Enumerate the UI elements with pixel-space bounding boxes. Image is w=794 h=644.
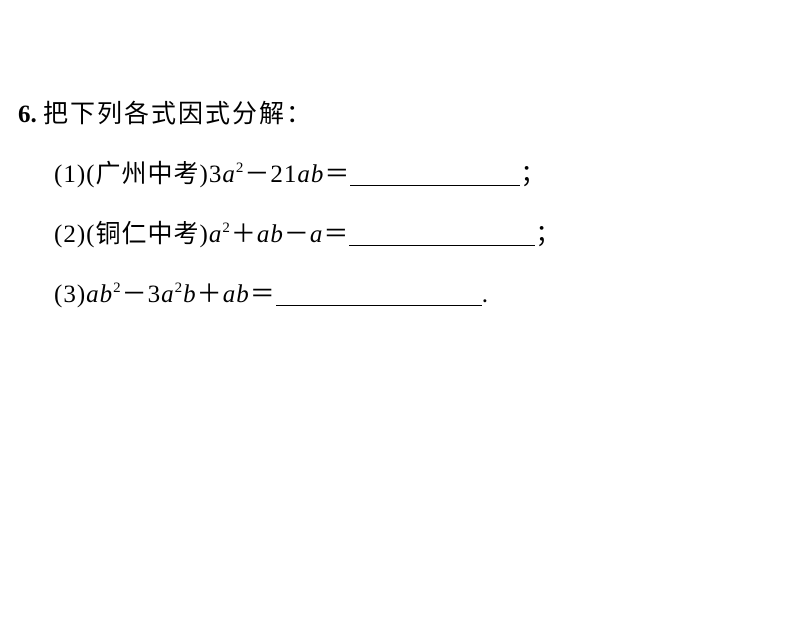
sub1-exp1: 2 [236,160,245,176]
sub3-equals: ＝ [250,281,276,308]
sub-question-3: (3)ab2－3a2b＋ab＝. [18,265,776,325]
sub3-prefix: (3) [54,281,86,308]
sub1-minus: － [244,161,270,188]
sub1-prefix: (1)( [54,161,95,188]
sub2-plus: ＋ [231,221,257,248]
sub1-source-suffix: ) [200,161,209,188]
sub1-source: 广州中考 [95,161,199,188]
question-header: 6. 把下列各式因式分解： [18,85,776,145]
sub2-minus: － [284,221,310,248]
sub3-coef2: 3 [148,281,162,308]
sub-question-2: (2)(铜仁中考)a2＋ab－a＝； [18,205,776,265]
sub1-coef2: 21 [270,161,297,188]
sub2-end: ； [535,221,561,248]
sub2-var3: a [310,221,324,248]
sub1-end: ； [520,161,546,188]
math-problem: 6. 把下列各式因式分解： (1)(广州中考)3a2－21ab＝； (2)(铜仁… [18,85,776,325]
sub-question-1: (1)(广州中考)3a2－21ab＝ ； [18,145,776,205]
sub2-equals: ＝ [323,221,349,248]
sub2-exp1: 2 [222,220,231,236]
sub3-plus: ＋ [197,281,223,308]
sub1-var2: ab [297,161,324,188]
sub2-source: 铜仁中考 [95,221,199,248]
sub1-equals: ＝ [324,161,350,188]
sub2-blank [349,221,535,246]
question-number: 6. [18,101,43,128]
sub3-exp1: 2 [113,280,122,296]
sub1-var1: a [222,161,236,188]
sub3-var3: b [183,281,197,308]
sub2-var1: a [209,221,223,248]
sub3-end: . [482,281,489,308]
sub1-blank [350,161,520,186]
sub2-var2: ab [257,221,284,248]
sub2-prefix: (2)( [54,221,95,248]
sub3-var4: ab [223,281,250,308]
sub3-var2: a [161,281,175,308]
sub3-exp2: 2 [175,280,184,296]
sub3-var1: ab [86,281,113,308]
sub2-source-suffix: ) [200,221,209,248]
question-title: 把下列各式因式分解： [43,101,313,128]
sub3-blank [276,281,482,306]
sub3-minus1: － [122,281,148,308]
sub1-coef1: 3 [209,161,223,188]
